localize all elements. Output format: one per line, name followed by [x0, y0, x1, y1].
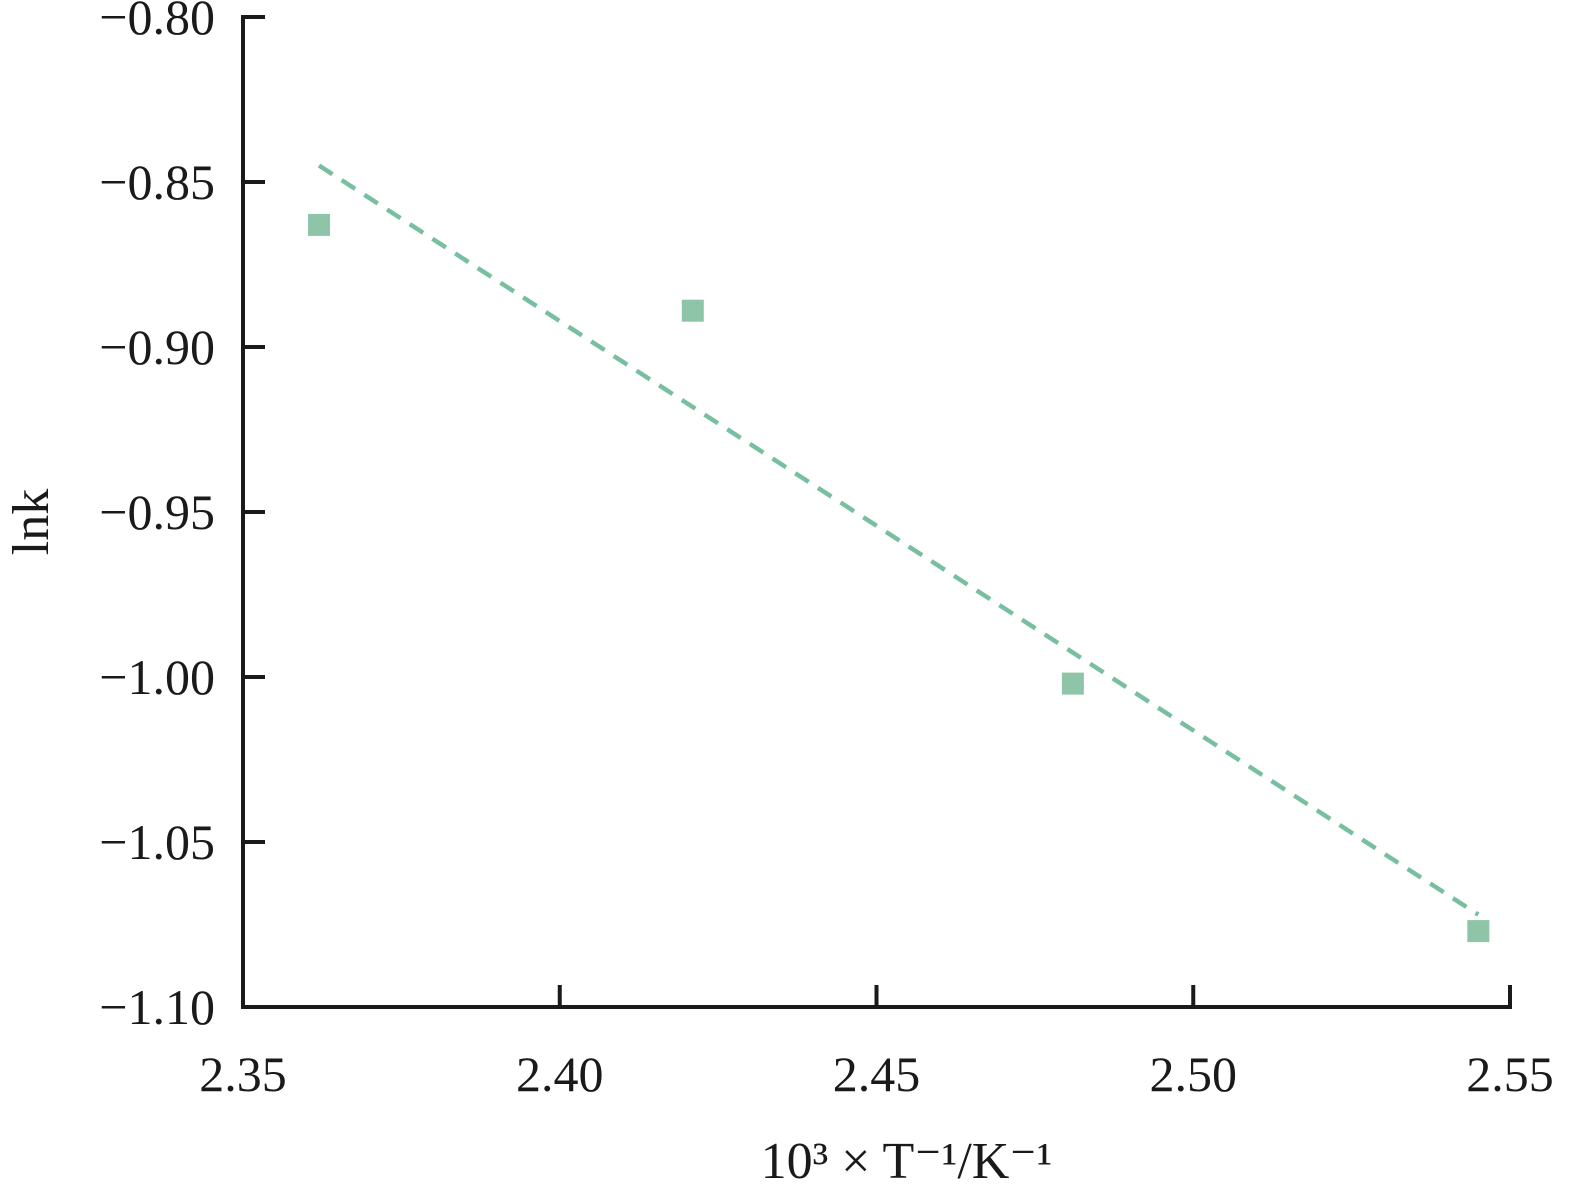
data-point — [308, 213, 331, 236]
x-axis-title: 10³ × T⁻¹/K⁻¹ — [761, 1133, 1053, 1188]
y-axis-title: lnk — [3, 489, 60, 555]
data-point — [1467, 920, 1490, 943]
y-tick-label: −0.95 — [99, 484, 215, 540]
y-tick-label: −0.85 — [99, 154, 215, 210]
x-axis-ticks: 2.35 2.40 2.45 2.50 2.55 — [199, 985, 1554, 1102]
y-tick-label: −1.00 — [99, 649, 215, 705]
x-tick-label: 2.40 — [516, 1046, 604, 1102]
plot-area: −0.80 −0.85 −0.90 −0.95 −1.00 −1.05 −1.10 2.35… — [99, 0, 1553, 1102]
x-tick-label: 2.45 — [833, 1046, 921, 1102]
y-tick-label: −0.90 — [99, 319, 215, 375]
data-point — [681, 299, 704, 322]
y-tick-label: −1.10 — [99, 979, 215, 1035]
x-tick-label: 2.55 — [1466, 1046, 1554, 1102]
y-axis-ticks: −0.80 −0.85 −0.90 −0.95 −1.00 −1.05 −1.10 — [99, 0, 265, 1035]
y-tick-label: −0.80 — [99, 0, 215, 45]
data-points — [308, 213, 1490, 943]
data-point — [1061, 672, 1084, 695]
x-tick-label: 2.35 — [199, 1046, 287, 1102]
y-tick-label: −1.05 — [99, 814, 215, 870]
fit-line — [317, 163, 1480, 917]
fit-line-group — [317, 163, 1480, 917]
x-tick-label: 2.50 — [1150, 1046, 1238, 1102]
